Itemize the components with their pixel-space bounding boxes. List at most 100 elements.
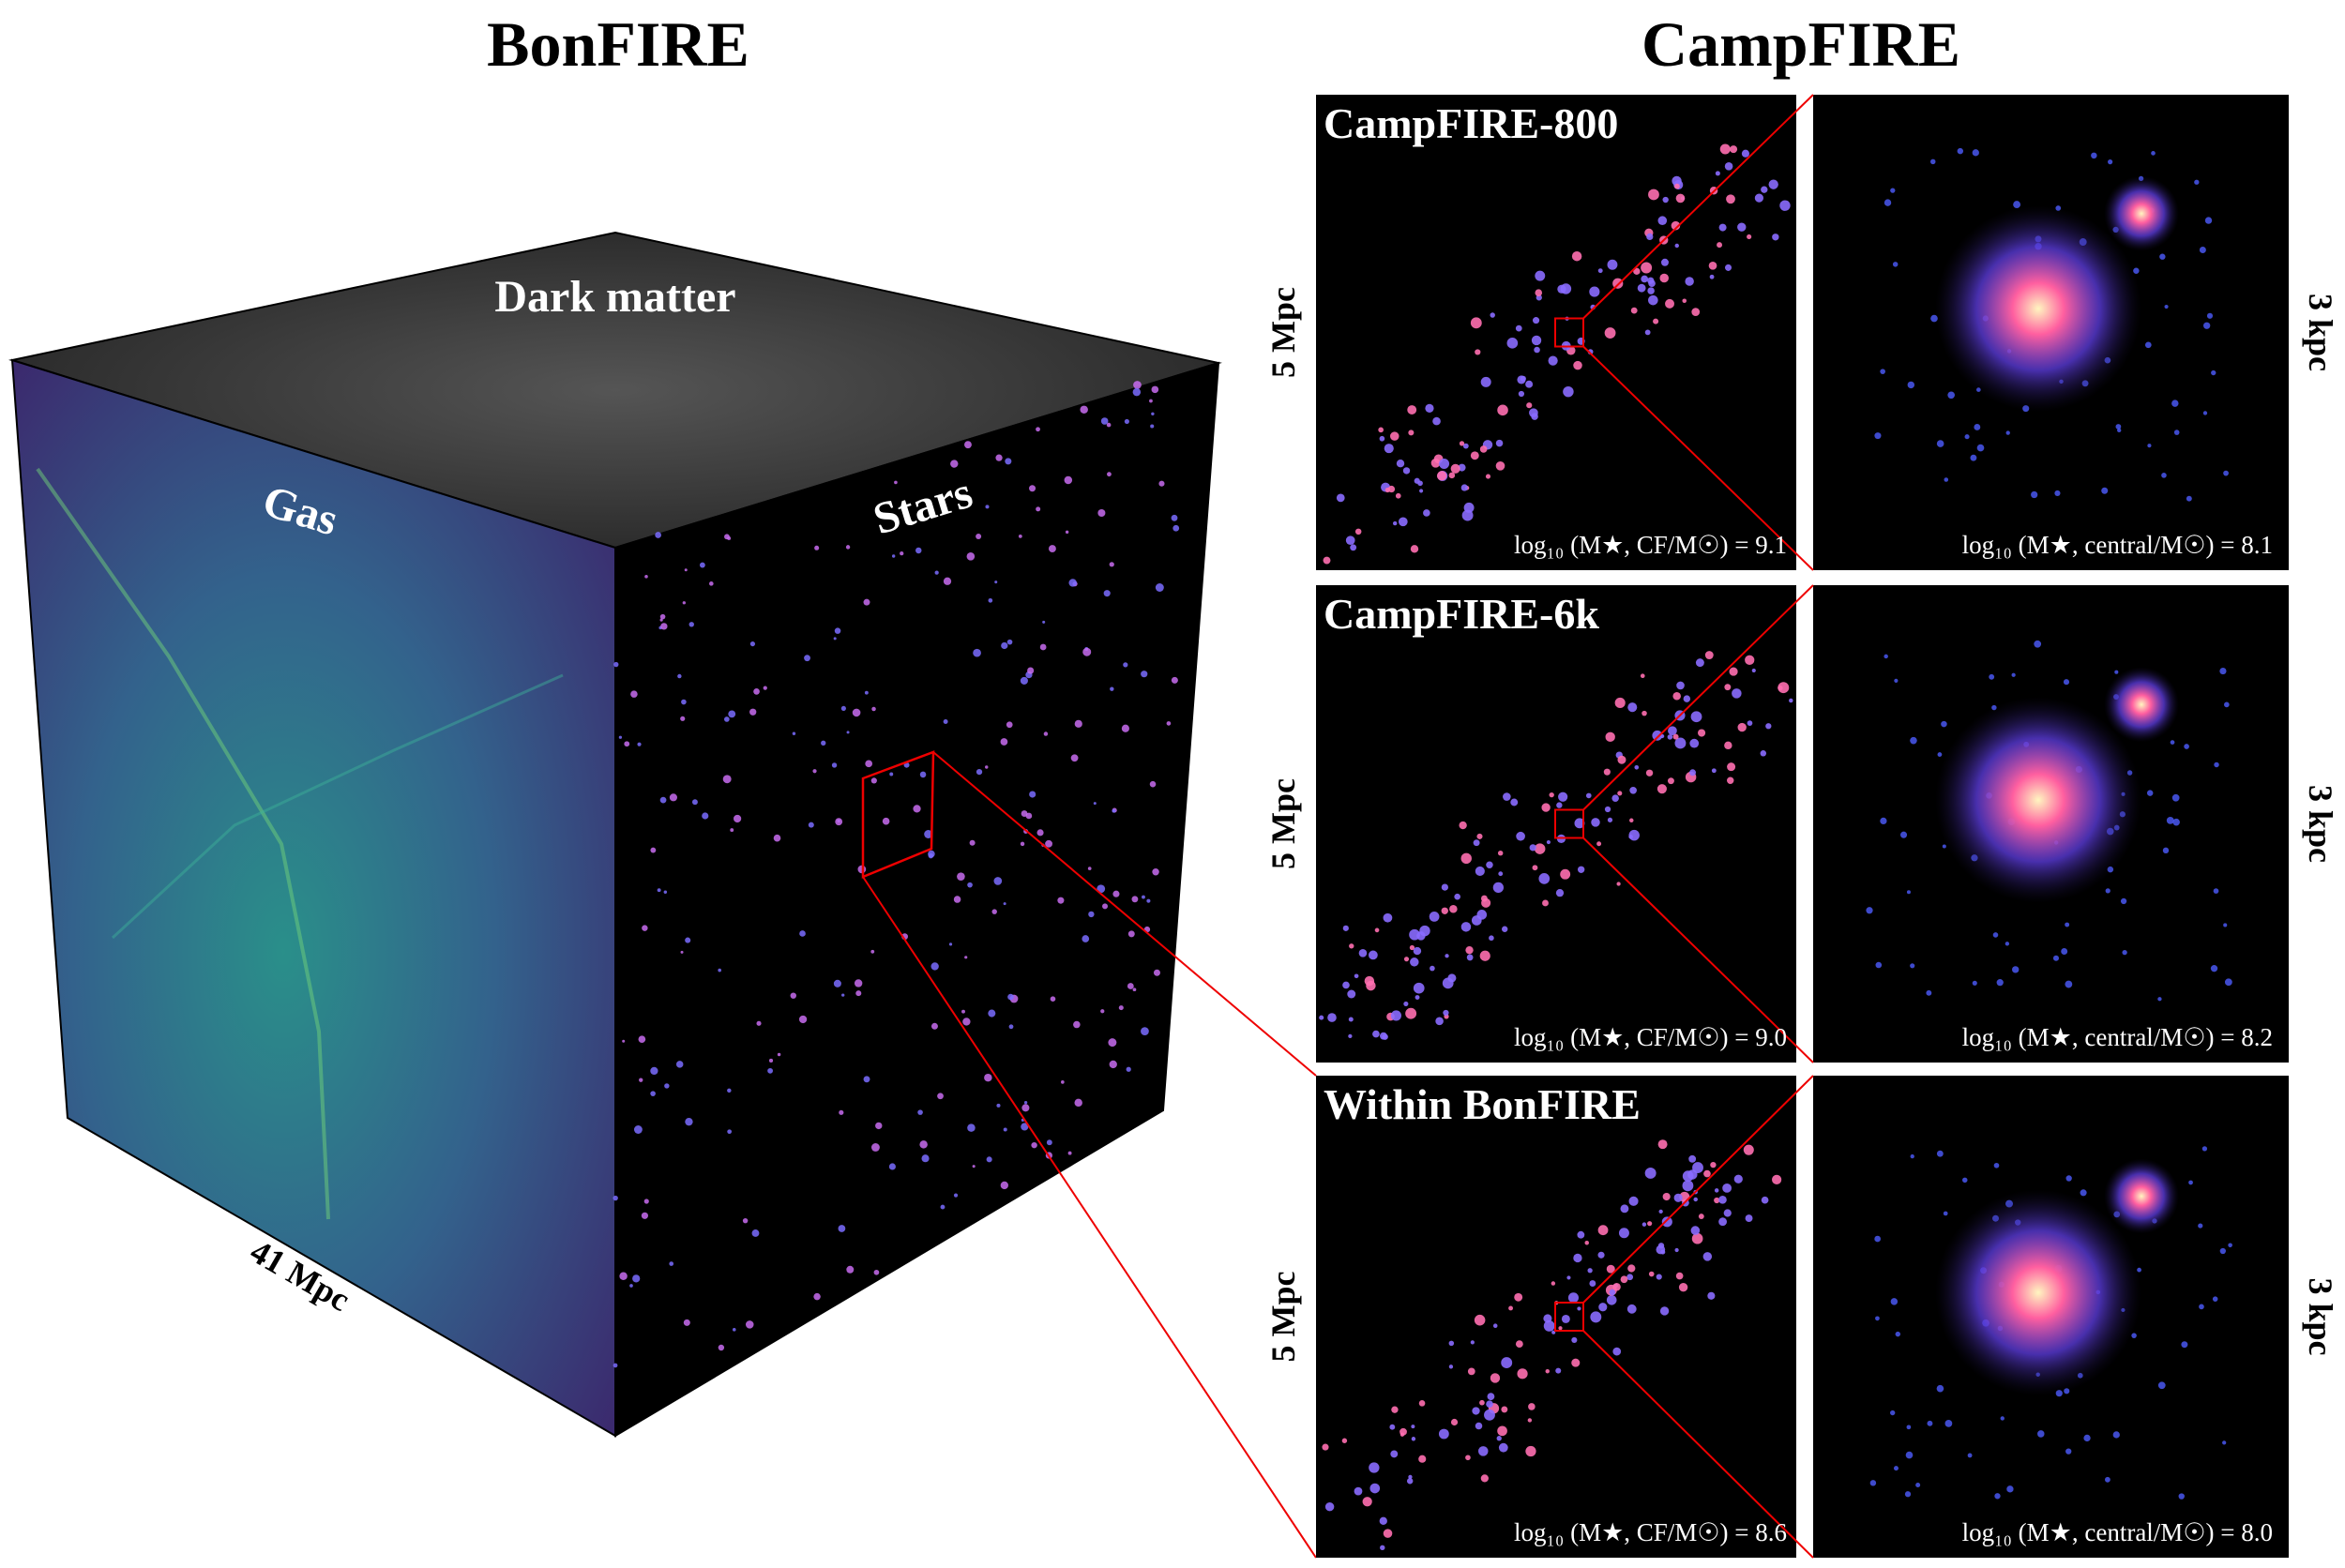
galaxy [1410, 957, 1419, 967]
star-particle [1866, 907, 1873, 914]
star [777, 1052, 781, 1057]
star-particle [2223, 470, 2229, 476]
galaxy [1443, 1009, 1449, 1017]
galaxy [1542, 899, 1549, 907]
galaxy [1498, 871, 1504, 877]
galaxy [1560, 283, 1572, 294]
galaxy [1566, 1275, 1571, 1280]
galaxy [1495, 439, 1504, 447]
panel-label: CampFIRE-6k [1324, 590, 1599, 638]
star [1108, 1038, 1117, 1048]
zoom-line [862, 876, 1317, 1559]
star [969, 839, 976, 846]
star [957, 872, 965, 881]
galaxy [1396, 460, 1405, 468]
galaxy [1425, 403, 1434, 414]
star-particle [1974, 424, 1981, 430]
galaxy [1450, 1418, 1459, 1426]
star [846, 731, 850, 734]
star [724, 716, 730, 722]
star-particle [2204, 217, 2213, 224]
star-particle [1892, 262, 1899, 267]
star-particle [2198, 1223, 2203, 1229]
star [972, 1165, 976, 1168]
star-particle [2178, 1493, 2185, 1500]
star [1007, 993, 1014, 1001]
star [1118, 1005, 1124, 1011]
star-particle [2144, 341, 2152, 349]
star-particle [1972, 149, 1979, 157]
star-particle [2173, 430, 2180, 435]
star [871, 1143, 880, 1152]
star [863, 1076, 870, 1083]
central-galaxy [1935, 697, 2141, 904]
star [1087, 867, 1092, 870]
mass-label: log₁₀ (M★, central/M☉) = 8.1 [1962, 531, 2273, 559]
star [745, 1320, 754, 1329]
galaxy [1462, 443, 1469, 449]
star [1023, 1100, 1028, 1105]
scale-label: 5 Mpc [1264, 1271, 1302, 1362]
galaxy [1475, 1422, 1483, 1430]
star [873, 1269, 880, 1275]
star [840, 705, 846, 711]
galaxy [1517, 1368, 1528, 1380]
star [1126, 1066, 1131, 1072]
galaxy [1628, 829, 1640, 841]
star [728, 710, 736, 718]
star-particle [1910, 963, 1915, 969]
galaxy [1435, 1017, 1444, 1026]
star-particle [1996, 979, 2004, 987]
star [642, 925, 648, 931]
star [891, 554, 896, 558]
galaxy [1682, 298, 1687, 304]
galaxy [1322, 1443, 1329, 1451]
star [749, 641, 756, 647]
star-particle [1992, 932, 1999, 938]
galaxy [1486, 1400, 1493, 1409]
galaxy [1441, 907, 1448, 914]
star-particle [2101, 487, 2109, 494]
galaxy [1641, 262, 1653, 274]
star [619, 1272, 628, 1280]
galaxy [1490, 1373, 1501, 1383]
galaxy [1441, 883, 1449, 891]
galaxy [1585, 792, 1592, 799]
galaxy [1653, 318, 1659, 324]
star [1171, 514, 1178, 521]
galaxy [1606, 1294, 1617, 1305]
star [928, 850, 935, 858]
galaxy [1718, 1195, 1727, 1204]
star [730, 828, 734, 832]
galaxy [1590, 1311, 1602, 1323]
star-particle [2219, 1247, 2226, 1255]
galaxy [1406, 1478, 1414, 1485]
star-particle [2166, 816, 2174, 824]
galaxy [1659, 273, 1669, 283]
galaxy [1571, 1358, 1581, 1367]
star-particle [2171, 400, 2179, 407]
galaxy [1647, 287, 1655, 294]
star [924, 830, 933, 838]
galaxy [1399, 1427, 1407, 1436]
galaxy [1607, 817, 1613, 822]
galaxy [1378, 427, 1384, 433]
galaxy [1627, 1264, 1636, 1273]
star-particle [2210, 965, 2218, 972]
galaxy [1492, 882, 1505, 894]
star [888, 1163, 896, 1170]
galaxy [1558, 792, 1568, 802]
star-particle [2157, 1381, 2166, 1390]
star [865, 760, 873, 768]
star [943, 577, 952, 585]
galaxy [1648, 188, 1659, 201]
star-particle [2115, 424, 2122, 430]
galaxy [1604, 806, 1611, 813]
star [660, 623, 668, 630]
star [1027, 667, 1035, 674]
galaxy [1685, 277, 1694, 286]
star [644, 575, 648, 579]
star [1065, 530, 1069, 535]
galaxy [1658, 1209, 1663, 1214]
galaxy [1607, 259, 1618, 270]
